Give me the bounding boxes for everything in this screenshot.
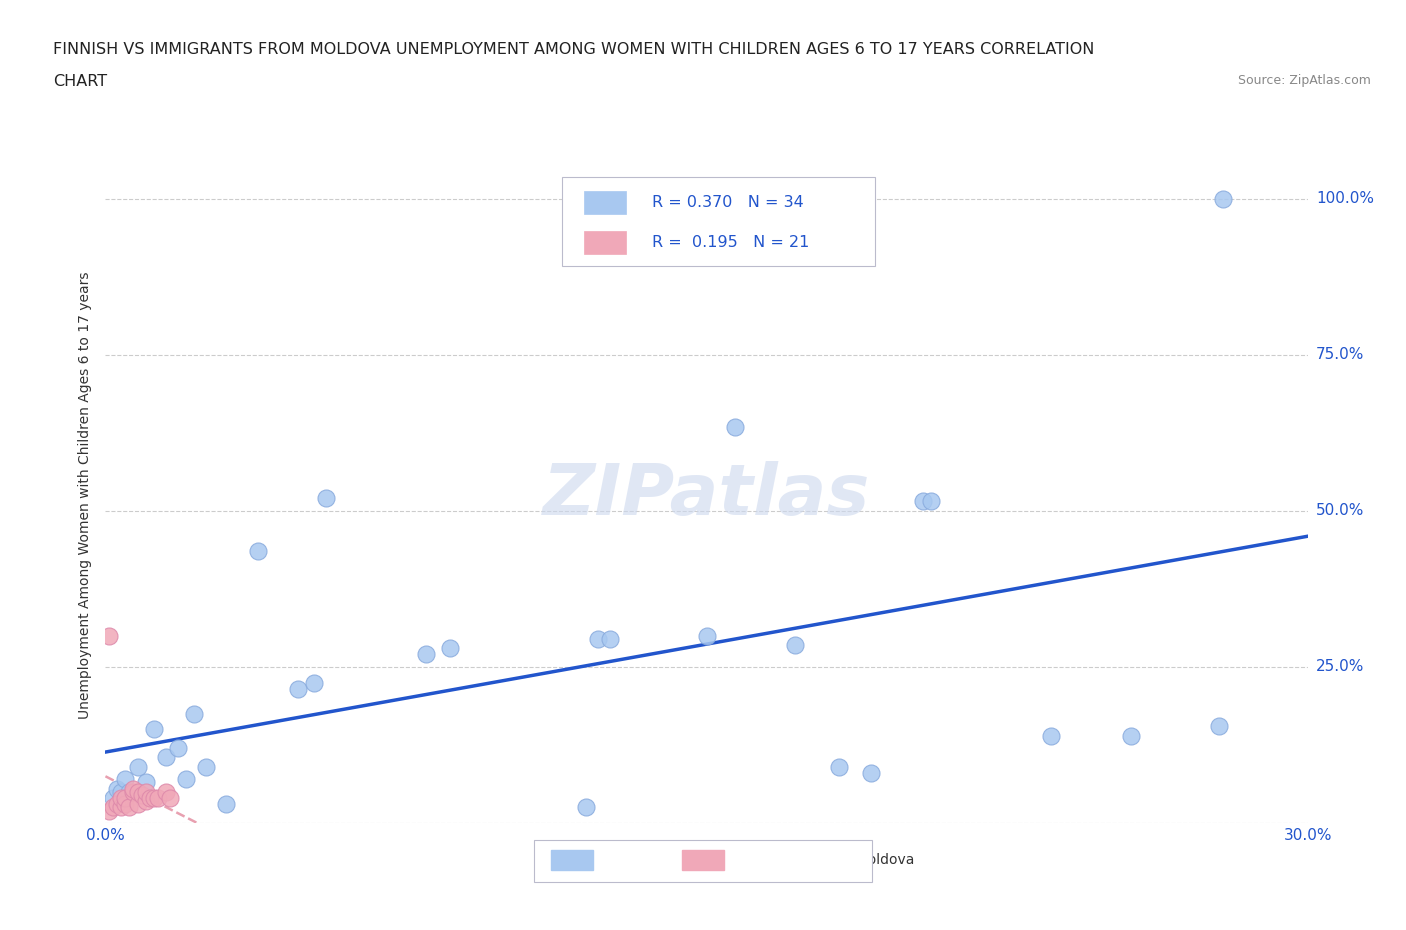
Text: R = 0.370   N = 34: R = 0.370 N = 34 <box>652 194 804 209</box>
Point <box>114 790 136 805</box>
Point <box>183 707 205 722</box>
Point <box>103 790 125 805</box>
Point <box>103 800 125 815</box>
Point <box>107 781 129 796</box>
Point <box>723 419 745 434</box>
Point <box>166 740 188 755</box>
Point <box>1208 719 1230 734</box>
Point <box>155 784 177 799</box>
Point <box>315 491 337 506</box>
Point <box>98 804 121 818</box>
Point <box>127 760 149 775</box>
Text: Immigrants from Moldova: Immigrants from Moldova <box>735 853 915 868</box>
Point <box>135 794 157 809</box>
Text: CHART: CHART <box>53 74 107 89</box>
FancyBboxPatch shape <box>562 178 875 266</box>
Text: R =  0.195   N = 21: R = 0.195 N = 21 <box>652 235 810 250</box>
Text: 75.0%: 75.0% <box>1316 347 1364 362</box>
Point <box>127 797 149 812</box>
Point <box>599 631 621 646</box>
Point <box>1040 728 1063 743</box>
Point <box>135 775 157 790</box>
Point <box>138 790 160 805</box>
Point <box>439 641 461 656</box>
Point <box>828 760 851 775</box>
Point <box>214 797 236 812</box>
Point <box>287 682 309 697</box>
Text: 25.0%: 25.0% <box>1316 659 1364 674</box>
Point <box>246 544 269 559</box>
Point <box>783 638 806 653</box>
Point <box>302 675 325 690</box>
Point <box>588 631 610 646</box>
Point <box>696 629 718 644</box>
Point <box>911 494 934 509</box>
Point <box>135 784 157 799</box>
Point <box>415 647 437 662</box>
Point <box>114 772 136 787</box>
Point <box>114 797 136 812</box>
Point <box>142 722 165 737</box>
Text: FINNISH VS IMMIGRANTS FROM MOLDOVA UNEMPLOYMENT AMONG WOMEN WITH CHILDREN AGES 6: FINNISH VS IMMIGRANTS FROM MOLDOVA UNEMP… <box>53 42 1095 57</box>
Point <box>118 800 141 815</box>
Point <box>155 750 177 764</box>
Bar <box>583 232 626 254</box>
Y-axis label: Unemployment Among Women with Children Ages 6 to 17 years: Unemployment Among Women with Children A… <box>79 272 93 719</box>
Point <box>174 772 197 787</box>
Point <box>110 800 132 815</box>
Point <box>1212 192 1234 206</box>
Point <box>920 494 942 509</box>
Point <box>122 784 145 799</box>
Text: Finns: Finns <box>605 853 640 868</box>
Point <box>131 788 153 803</box>
Bar <box>583 191 626 214</box>
Point <box>194 760 217 775</box>
Point <box>159 790 181 805</box>
Point <box>142 790 165 805</box>
Point <box>1121 728 1143 743</box>
Point <box>110 784 132 799</box>
Text: ZIPatlas: ZIPatlas <box>543 460 870 530</box>
Point <box>107 797 129 812</box>
Point <box>122 781 145 796</box>
Point <box>118 784 141 799</box>
Point <box>98 629 121 644</box>
Point <box>575 800 598 815</box>
Text: Source: ZipAtlas.com: Source: ZipAtlas.com <box>1237 74 1371 87</box>
Text: 100.0%: 100.0% <box>1316 192 1374 206</box>
Point <box>110 790 132 805</box>
Text: 50.0%: 50.0% <box>1316 503 1364 518</box>
Point <box>127 784 149 799</box>
Point <box>859 765 882 780</box>
Point <box>146 790 169 805</box>
